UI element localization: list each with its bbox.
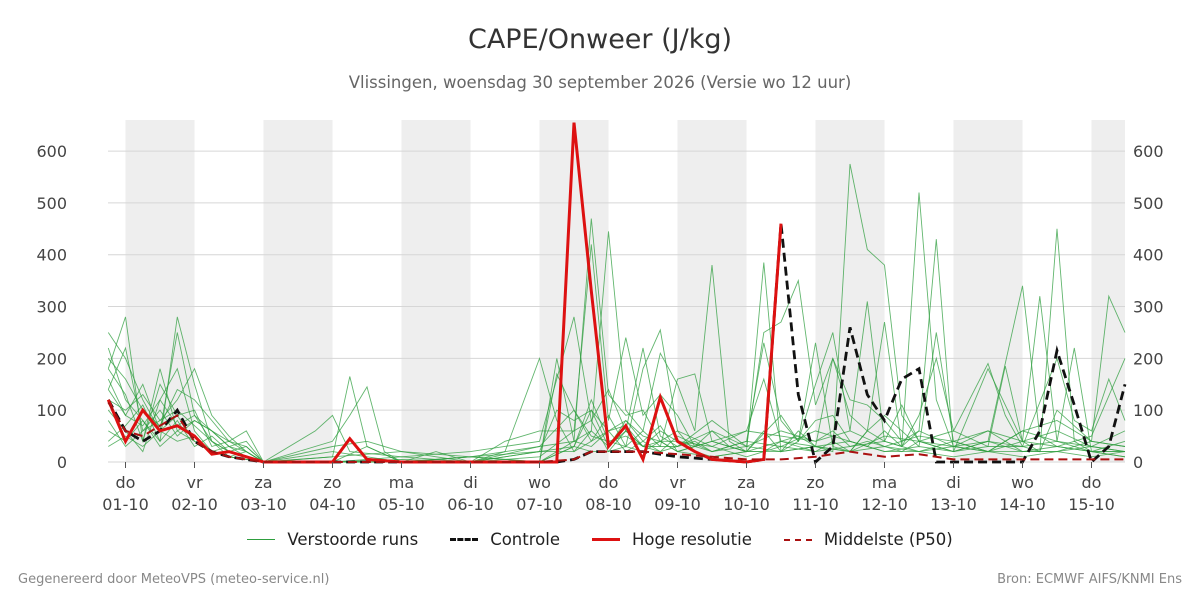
x-tick-date: 05-10 [378,495,425,514]
legend-swatch-hoge-resolutie [591,538,620,541]
legend-item-controle[interactable]: Controle [450,530,560,549]
ensemble-run-line [107,192,1126,463]
x-tick-day: vr [186,473,202,492]
y-tick-label-left: 200 [36,349,67,368]
x-tick-day: do [1082,473,1102,492]
x-tick-day: ma [389,473,414,492]
y-tick-label-right: 0 [1133,453,1143,472]
legend-item-hoge-resolutie[interactable]: Hoge resolutie [591,530,752,549]
x-tick-day: wo [1011,473,1034,492]
x-tick-day: za [737,473,755,492]
night-band [401,120,471,462]
x-tick-date: 12-10 [861,495,908,514]
ensemble-run-line [107,239,1126,463]
series-line-middelste-p50- [107,401,1125,463]
x-tick-date: 06-10 [447,495,494,514]
legend-label: Middelste (P50) [823,530,953,549]
night-band [263,120,333,462]
legend-label: Controle [490,530,560,549]
x-tick-date: 14-10 [999,495,1046,514]
y-tick-label-right: 500 [1133,194,1164,213]
x-tick-day: zo [806,473,824,492]
legend-label: Hoge resolutie [631,530,752,549]
axes-group: 0 0 100 100 200 200 300 300 400 400 500 500 600 600 do… [36,142,1163,514]
x-tick-date: 07-10 [516,495,563,514]
x-tick-date: 13-10 [930,495,977,514]
legend-item-verstoorde[interactable]: Verstoorde runs [247,530,418,549]
x-tick-day: vr [669,473,685,492]
y-tick-label-left: 400 [36,246,67,265]
legend-item-p50[interactable]: Middelste (P50) [783,530,953,549]
y-tick-label-left: 300 [36,298,67,317]
x-tick-date: 15-10 [1068,495,1115,514]
y-tick-label-left: 100 [36,401,67,420]
x-tick-date: 10-10 [723,495,770,514]
legend: Verstoorde runs Controle Hoge resolutie … [0,530,1200,549]
footer-generated-by: Gegenereerd door MeteoVPS (meteo-service… [18,572,330,587]
x-tick-date: 08-10 [585,495,632,514]
night-band [677,120,747,462]
legend-swatch-verstoorde [247,539,276,540]
x-tick-day: wo [528,473,551,492]
legend-swatch-controle [450,538,479,541]
y-tick-label-right: 400 [1133,246,1164,265]
ensemble-run-line [108,332,1126,463]
x-tick-date: 01-10 [102,495,149,514]
y-tick-label-left: 0 [57,453,67,472]
footer-source: Bron: ECMWF AIFS/KNMI Ens [997,572,1182,587]
y-tick-label-left: 600 [36,142,67,161]
chart-subtitle: Vlissingen, woensdag 30 september 2026 (… [348,73,852,92]
legend-label: Verstoorde runs [287,530,419,549]
y-tick-label-left: 500 [36,194,67,213]
x-tick-date: 11-10 [792,495,839,514]
x-tick-day: do [116,473,136,492]
chart-title: CAPE/Onweer (J/kg) [467,24,732,55]
x-tick-day: di [463,473,478,492]
y-tick-label-right: 600 [1133,142,1164,161]
y-tick-label-right: 200 [1133,349,1164,368]
x-tick-day: di [946,473,961,492]
legend-swatch-p50 [783,538,812,541]
x-tick-day: do [599,473,619,492]
x-tick-date: 09-10 [654,495,701,514]
night-band [1091,120,1125,462]
night-band [953,120,1023,462]
y-tick-label-right: 300 [1133,298,1164,317]
x-tick-date: 03-10 [240,495,287,514]
x-tick-date: 02-10 [171,495,218,514]
x-tick-day: zo [323,473,341,492]
x-tick-day: za [254,473,272,492]
y-tick-label-right: 100 [1133,401,1164,420]
night-shading [125,120,1125,462]
x-tick-day: ma [872,473,897,492]
x-tick-date: 04-10 [309,495,356,514]
